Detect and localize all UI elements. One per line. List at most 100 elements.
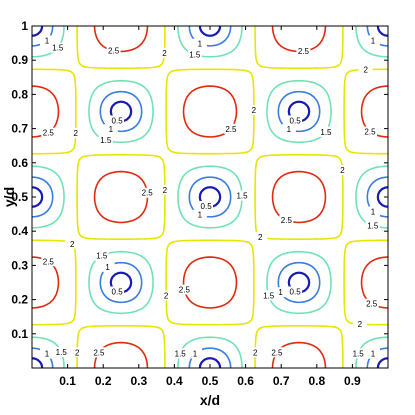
y-tick-label: 0.9 (11, 53, 28, 67)
contour-label-bg (140, 187, 155, 198)
contour-label: 1 (198, 40, 203, 49)
contour-label: 2 (253, 348, 258, 357)
contour-label: 1.5 (175, 349, 187, 358)
contour-label-bg (352, 319, 367, 330)
contour-label: 1.5 (100, 136, 112, 145)
x-tick-label: 0.9 (344, 374, 361, 388)
contour-label: 2.5 (271, 348, 283, 357)
contour-label: 0.5 (290, 287, 302, 296)
contour-label-bg (248, 347, 263, 358)
contour-label-bg (192, 38, 207, 49)
y-axis-ticks: 0.1 0.2 0.3 0.4 0.5 0.6 0.7 0.8 0.9 1 (11, 19, 388, 341)
contour-label: 1.5 (56, 348, 68, 357)
contour-label: 2.5 (108, 47, 120, 56)
contour-label: 0.5 (112, 287, 124, 296)
contour-label-bg (364, 298, 379, 309)
x-tick-label: 0.6 (237, 374, 254, 388)
y-tick-label: 0.2 (11, 293, 28, 307)
y-tick-label: 0.6 (11, 156, 28, 170)
contour-label-bg (366, 348, 381, 359)
contour-label-bg (362, 126, 377, 137)
contour-label-bg (173, 348, 188, 359)
y-tick-label: 1 (21, 19, 28, 33)
contour-label-bg (335, 164, 350, 175)
contour-label: 2 (258, 233, 263, 242)
contour-label: 2.5 (364, 128, 376, 137)
contour-label: 2 (252, 106, 257, 115)
contour-label-bg (281, 124, 296, 135)
contour-label-bg (188, 348, 203, 359)
contour-label-bg (68, 127, 83, 138)
contour-label: 1 (109, 125, 114, 134)
contour-label: 2 (163, 186, 168, 195)
y-tick-label: 0.3 (11, 258, 28, 272)
contour-label: 1 (198, 211, 203, 220)
contour-label: 1.5 (52, 44, 64, 53)
contour-label-bg (296, 46, 311, 57)
contour-label: 1 (278, 288, 283, 297)
y-axis-title: y/d (1, 187, 17, 207)
contour-label-bg (103, 124, 118, 135)
contour-label: 1 (193, 350, 198, 359)
contour-label-bg (235, 190, 250, 201)
contour-label-bg (177, 284, 192, 295)
x-tick-label: 0.3 (130, 374, 147, 388)
contour-label: 1 (45, 36, 50, 45)
plot-background (32, 26, 388, 368)
contour-label: 2.5 (142, 189, 154, 198)
contour-label-bg (39, 35, 54, 46)
y-tick-label: 0.1 (11, 327, 28, 341)
contour-label-bg (199, 200, 214, 211)
contour-label-bg (159, 290, 174, 301)
contour-label-bg (157, 48, 172, 59)
contour-label: 1.5 (263, 291, 275, 300)
contour-label-bg (98, 135, 113, 146)
contour-label: 2 (162, 49, 167, 58)
contour-level-2 (32, 26, 388, 368)
contour-label: 1 (45, 350, 50, 359)
contour-level-1.5 (32, 26, 388, 368)
contour-label-bg (91, 347, 106, 358)
contour-label-bg (187, 49, 202, 60)
contour-label: 0.5 (290, 116, 302, 125)
y-tick-label: 0.5 (11, 190, 28, 204)
contour-label-bg (110, 286, 125, 297)
contour-label-bg (39, 348, 54, 359)
contour-label: 1.5 (96, 252, 108, 261)
contour-label-bg (351, 348, 366, 359)
y-tick-label: 0.4 (11, 224, 28, 238)
contour-label-bg (365, 220, 380, 231)
contour-label: 2.5 (43, 257, 55, 266)
y-tick-label: 0.7 (11, 122, 28, 136)
contour-label-bg (110, 115, 125, 126)
contour-label: 2.5 (93, 348, 105, 357)
contour-label-bg (288, 115, 303, 126)
x-axis-title: x/d (200, 392, 220, 408)
contour-label-bg (358, 64, 373, 75)
contour-label-bg (100, 261, 115, 272)
contour-label: 1.5 (367, 222, 379, 231)
x-tick-label: 0.2 (95, 374, 112, 388)
contour-label-bg (246, 105, 261, 116)
contour-label: 1.5 (189, 51, 201, 60)
contour-label-bg (261, 290, 276, 301)
contour-label: 2.5 (43, 129, 55, 138)
contour-label-bg (94, 250, 109, 261)
contour-label: 2.5 (179, 286, 191, 295)
contour-label: 2.5 (281, 216, 293, 225)
x-axis-ticks: 0.1 0.2 0.3 0.4 0.5 0.6 0.7 0.8 0.9 (59, 26, 361, 388)
contour-label: 2 (364, 66, 369, 75)
contour-label: 1.5 (320, 128, 332, 137)
contour-label-bg (366, 206, 381, 217)
contour-label-bg (269, 347, 284, 358)
contour-label: 2 (164, 291, 169, 300)
contour-label: 2 (73, 129, 78, 138)
contour-label: 1.5 (236, 192, 248, 201)
contour-label: 1 (287, 125, 292, 134)
contour-label: 0.5 (201, 202, 213, 211)
contour-label-bg (50, 42, 65, 53)
contour-label: 1 (371, 36, 376, 45)
contour-label-bg (253, 231, 268, 242)
